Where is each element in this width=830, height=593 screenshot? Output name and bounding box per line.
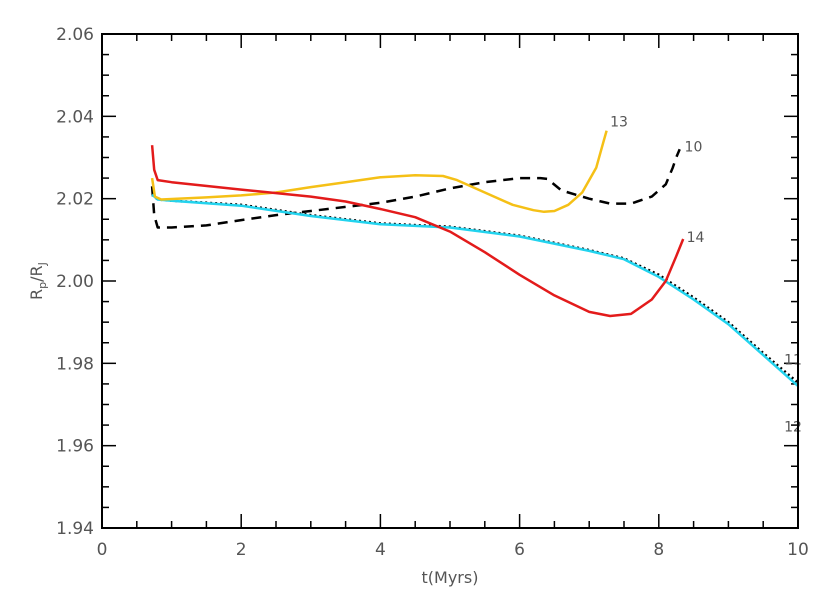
y-axis-label: Rp/RJ xyxy=(27,262,49,300)
x-tick-label: 4 xyxy=(375,540,386,560)
plot-frame xyxy=(101,33,799,529)
series-label-10: 10 xyxy=(685,139,703,155)
x-tick-label: 2 xyxy=(236,540,247,560)
y-axis-label-sub2: J xyxy=(36,262,49,266)
y-axis-label-sep: /R xyxy=(27,265,46,282)
x-tick-label: 8 xyxy=(653,540,664,560)
y-tick-label: 1.98 xyxy=(56,354,94,374)
y-tick-label: 2.06 xyxy=(56,25,94,45)
y-tick-label: 1.94 xyxy=(56,519,94,539)
y-tick-label: 2.02 xyxy=(56,190,94,210)
x-tick-label: 10 xyxy=(787,540,809,560)
y-axis-label-main: R xyxy=(27,289,46,300)
axis-ticks xyxy=(101,33,799,529)
y-tick-label: 2.04 xyxy=(56,107,94,127)
series-label-11: 11 xyxy=(784,353,802,369)
y-axis-label-sub1: p xyxy=(36,282,49,289)
series-label-13: 13 xyxy=(610,115,628,131)
series-lines xyxy=(150,130,799,387)
x-tick-label: 6 xyxy=(514,540,525,560)
series-label-14: 14 xyxy=(687,230,705,246)
y-tick-label: 1.96 xyxy=(56,437,94,457)
series-line-11 xyxy=(151,193,799,384)
x-axis-label: t(Myrs) xyxy=(422,568,479,587)
series-line-13 xyxy=(150,130,608,214)
series-annotations: 13 10 14 11 12 xyxy=(610,115,802,436)
series-label-12: 12 xyxy=(784,419,802,435)
y-tick-label: 2.00 xyxy=(56,272,94,292)
tick-labels: 0 2 4 6 8 10 1.94 1.96 1.98 2.00 2.02 2.04 2.06 xyxy=(56,25,809,560)
x-tick-label: 0 xyxy=(97,540,108,560)
series-line-14 xyxy=(150,145,685,318)
series-line-12 xyxy=(151,193,799,387)
